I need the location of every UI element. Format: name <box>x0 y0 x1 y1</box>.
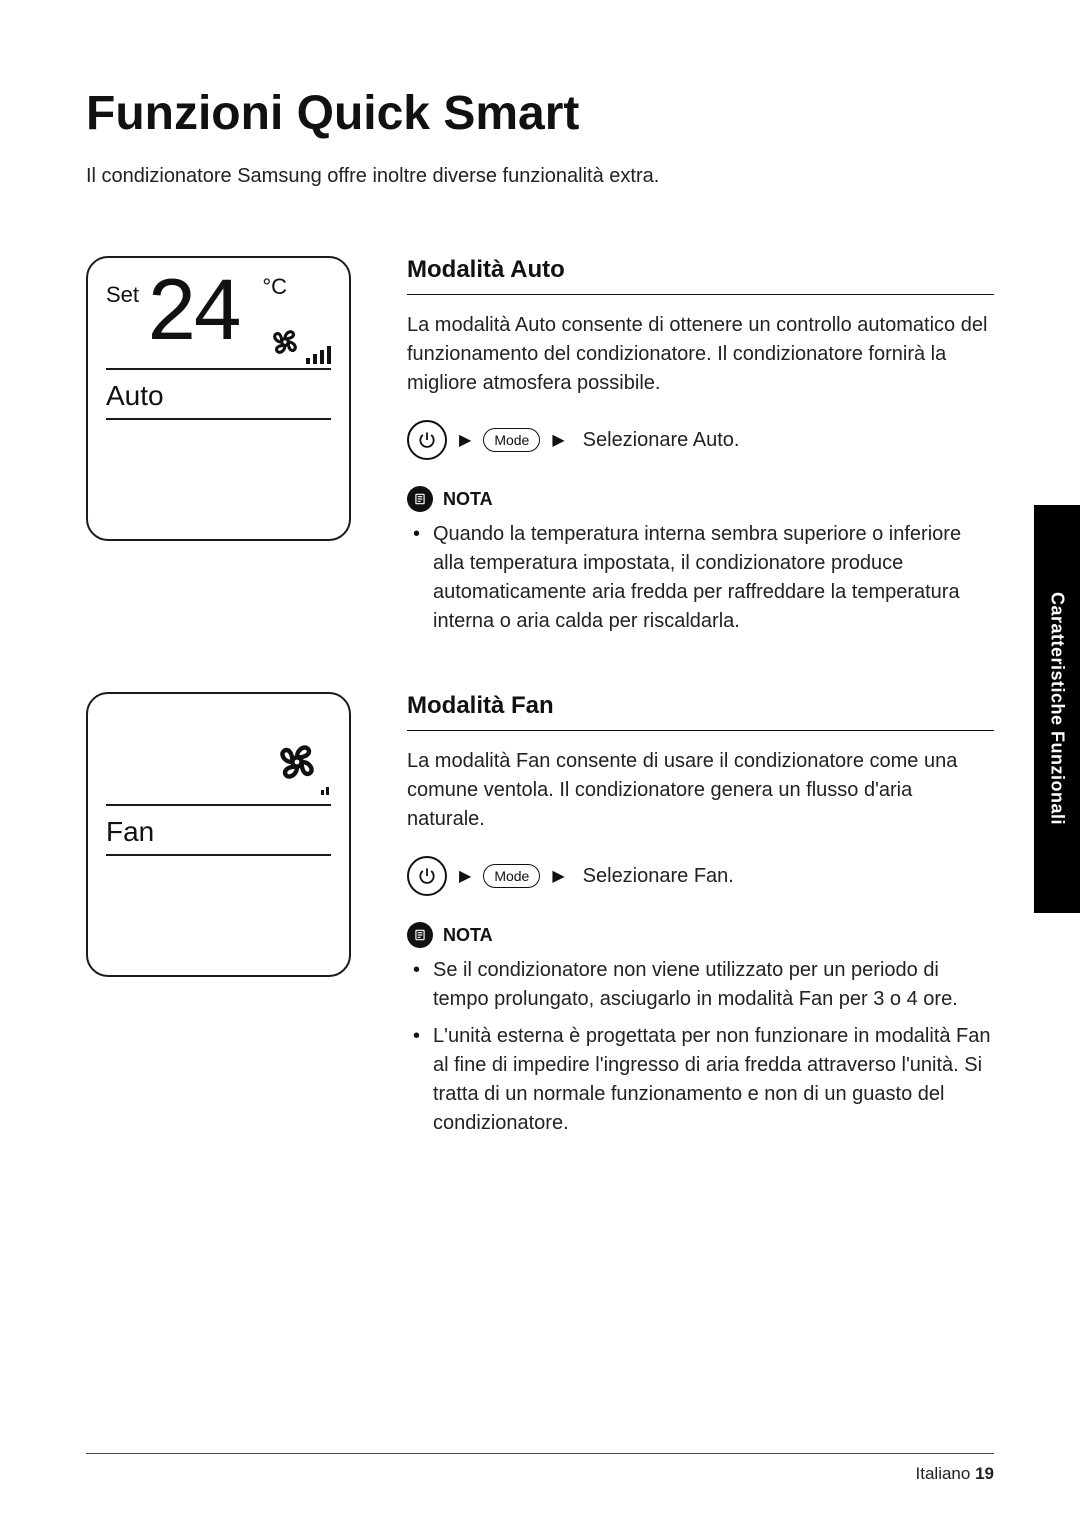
auto-heading: Modalità Auto <box>407 256 994 295</box>
panel-temp-value: 24 <box>146 264 237 367</box>
footer-page-number: 19 <box>975 1464 994 1483</box>
footer-lang: Italiano <box>916 1464 971 1483</box>
note-icon <box>407 486 433 512</box>
panel-degree-label: °C <box>262 274 287 300</box>
intro-text: Il condizionatore Samsung offre inoltre … <box>86 165 994 188</box>
section-auto: Set 24 °C Auto Modalità Auto La modalità… <box>86 256 994 644</box>
signal-icon <box>321 787 329 795</box>
nota-label: NOTA <box>443 925 493 946</box>
page-title: Funzioni Quick Smart <box>86 86 994 141</box>
footer-text: Italiano 19 <box>916 1464 994 1484</box>
fan-heading: Modalità Fan <box>407 692 994 731</box>
panel-mode-label: Auto <box>106 376 164 412</box>
fan-icon <box>273 773 321 790</box>
arrow-icon: ▶ <box>459 866 471 886</box>
mode-button: Mode <box>483 864 540 888</box>
nota-item: L'unità esterna è progettata per non fun… <box>413 1022 994 1138</box>
display-panel-fan: Fan <box>86 692 351 977</box>
auto-nota-list: Quando la temperatura interna sembra sup… <box>407 520 994 636</box>
fan-steps: ▶ Mode ▶ Selezionare Fan. <box>407 856 994 896</box>
side-tab: Caratteristiche Funzionali <box>1034 505 1080 913</box>
side-tab-label: Caratteristiche Funzionali <box>1047 592 1068 825</box>
fan-select-text: Selezionare Fan. <box>583 865 734 888</box>
power-icon <box>407 856 447 896</box>
fan-icon <box>268 325 302 364</box>
signal-icon <box>306 346 331 364</box>
nota-item: Se il condizionatore non viene utilizzat… <box>413 956 994 1014</box>
auto-steps: ▶ Mode ▶ Selezionare Auto. <box>407 420 994 460</box>
note-icon <box>407 922 433 948</box>
arrow-icon: ▶ <box>552 430 564 450</box>
auto-select-text: Selezionare Auto. <box>583 429 740 452</box>
arrow-icon: ▶ <box>459 430 471 450</box>
fan-description: La modalità Fan consente di usare il con… <box>407 747 994 834</box>
panel-set-label: Set <box>106 282 139 308</box>
footer-rule <box>86 1453 994 1454</box>
fan-nota-list: Se il condizionatore non viene utilizzat… <box>407 956 994 1138</box>
display-panel-auto: Set 24 °C Auto <box>86 256 351 541</box>
panel-mode-label: Fan <box>106 812 154 848</box>
arrow-icon: ▶ <box>552 866 564 886</box>
nota-item: Quando la temperatura interna sembra sup… <box>413 520 994 636</box>
power-icon <box>407 420 447 460</box>
nota-label: NOTA <box>443 489 493 510</box>
section-fan: Fan Modalità Fan La modalità Fan consent… <box>86 692 994 1146</box>
auto-description: La modalità Auto consente di ottenere un… <box>407 311 994 398</box>
mode-button: Mode <box>483 428 540 452</box>
